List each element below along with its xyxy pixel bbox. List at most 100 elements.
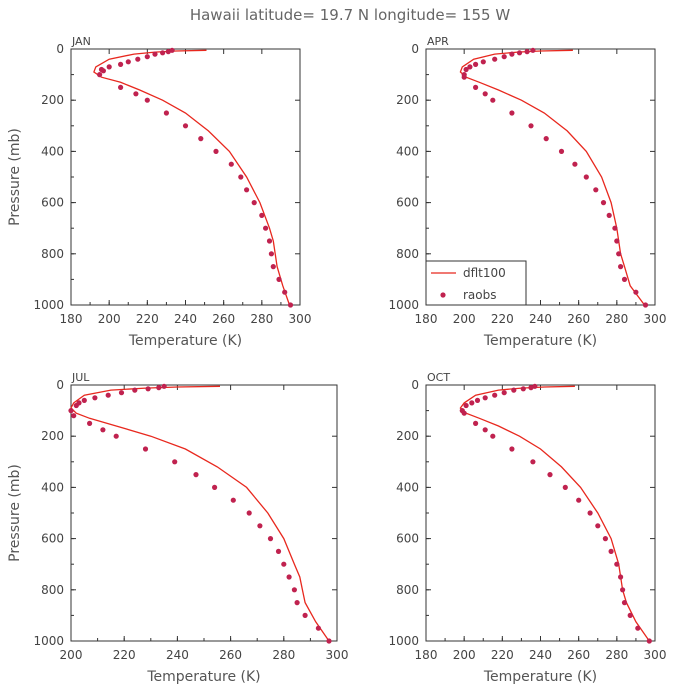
y-axis-label: Pressure (mb) [7,464,23,562]
data-point-raobs [275,548,282,555]
data-point-raobs [528,385,534,391]
x-tick-label: 180 [60,312,83,326]
x-tick-label: 300 [289,312,312,326]
data-point-raobs [228,161,234,167]
data-point-raobs [618,574,624,580]
data-point-raobs [267,536,274,542]
data-point-raobs [118,84,124,90]
x-tick-label: 240 [166,648,189,662]
y-tick-label: 400 [41,144,64,158]
data-point-raobs [480,59,486,65]
x-tick-label: 220 [491,312,514,326]
data-point-raobs [530,47,536,53]
data-point-raobs [614,238,620,244]
data-point-raobs [606,212,612,218]
x-tick-label: 200 [60,648,83,662]
x-tick-label: 280 [605,648,628,662]
y-tick-label: 0 [56,378,64,392]
data-point-raobs [276,276,282,282]
y-tick-label: 200 [41,429,64,443]
data-point-raobs [266,238,273,244]
series-line-dflt100 [70,385,330,642]
data-point-raobs [576,497,582,503]
y-tick-label: 1000 [33,298,64,312]
data-point-raobs [482,91,488,97]
data-point-raobs [583,174,589,180]
data-point-raobs [113,433,119,439]
data-point-raobs [97,72,103,78]
legend-point-swatch [440,292,446,298]
y-tick-label: 1000 [388,298,419,312]
data-point-raobs [142,446,149,452]
data-point-raobs [145,386,151,392]
data-point-raobs [270,264,276,270]
data-point-raobs [509,446,515,452]
data-point-raobs [172,459,178,465]
data-point-raobs [635,625,641,631]
data-point-raobs [492,56,498,62]
data-point-raobs [182,123,189,129]
data-point-raobs [646,638,652,644]
data-point-raobs [118,61,124,67]
data-point-raobs [572,161,578,167]
data-point-raobs [482,427,488,433]
x-tick-label: 260 [219,648,242,662]
data-point-raobs [490,433,496,439]
data-point-raobs [326,638,332,644]
data-point-raobs [212,484,218,490]
data-point-raobs [193,472,199,478]
data-point-raobs [621,600,628,606]
data-point-raobs [282,289,288,295]
data-point-raobs [73,402,79,409]
y-tick-label: 400 [41,480,64,494]
x-tick-label: 300 [644,648,667,662]
y-tick-label: 400 [396,144,419,158]
data-point-raobs [469,400,475,406]
y-tick-label: 0 [56,42,64,56]
x-tick-label: 300 [326,648,349,662]
x-axis-label: Temperature (K) [483,333,597,349]
data-point-raobs [473,61,479,67]
panel-jan: 180 200 220 240 260 280 300 0 200 400 600 800 1000 JA… [7,35,311,349]
x-tick-label: 220 [136,312,159,326]
y-tick-label: 1000 [388,634,419,648]
x-tick-label: 260 [567,648,590,662]
data-point-raobs [520,386,526,392]
figure-title: Hawaii latitude= 19.7 N longitude= 155 W [190,6,510,24]
data-point-raobs [616,251,622,257]
series-line-dflt100 [459,49,646,306]
data-point-raobs [558,148,565,154]
data-point-raobs [467,64,473,70]
data-point-raobs [600,200,607,206]
x-tick-label: 240 [174,312,197,326]
data-point-raobs [294,600,300,606]
data-point-raobs [291,587,297,593]
y-axis-label: Pressure (mb) [7,128,23,226]
x-tick-label: 260 [567,312,590,326]
data-point-raobs [516,50,523,56]
data-point-raobs [524,49,530,55]
data-point-raobs [118,390,125,396]
y-tick-label: 600 [396,196,419,210]
data-point-raobs [473,420,479,426]
data-point-raobs [612,225,618,231]
data-point-raobs [528,123,534,129]
data-point-raobs [100,427,106,433]
x-tick-label: 180 [415,648,438,662]
data-point-raobs [633,289,639,295]
data-point-raobs [287,302,294,308]
y-tick-label: 800 [41,247,64,261]
x-tick-label: 200 [453,648,476,662]
data-point-raobs [501,54,507,60]
data-point-raobs [198,136,204,142]
panel-jul: 200 220 240 260 280 300 0 200 400 600 800 1000 JUL Te… [7,371,348,685]
data-point-raobs [621,276,628,282]
x-tick-label: 220 [113,648,136,662]
data-point-raobs [511,387,517,393]
data-point-raobs [543,136,549,142]
x-tick-label: 220 [491,648,514,662]
data-point-raobs [144,97,150,103]
data-point-raobs [302,612,308,619]
data-point-raobs [259,212,265,218]
